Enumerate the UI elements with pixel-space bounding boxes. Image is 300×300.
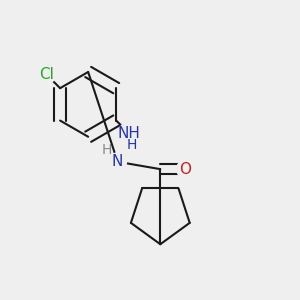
Text: NH: NH — [118, 126, 141, 141]
Text: N: N — [112, 154, 123, 169]
Circle shape — [176, 161, 193, 177]
Text: H: H — [127, 138, 137, 152]
Circle shape — [109, 153, 126, 171]
Circle shape — [37, 65, 56, 84]
Text: H: H — [101, 143, 112, 157]
Text: O: O — [179, 162, 191, 177]
Circle shape — [118, 122, 140, 145]
Text: Cl: Cl — [39, 67, 54, 82]
